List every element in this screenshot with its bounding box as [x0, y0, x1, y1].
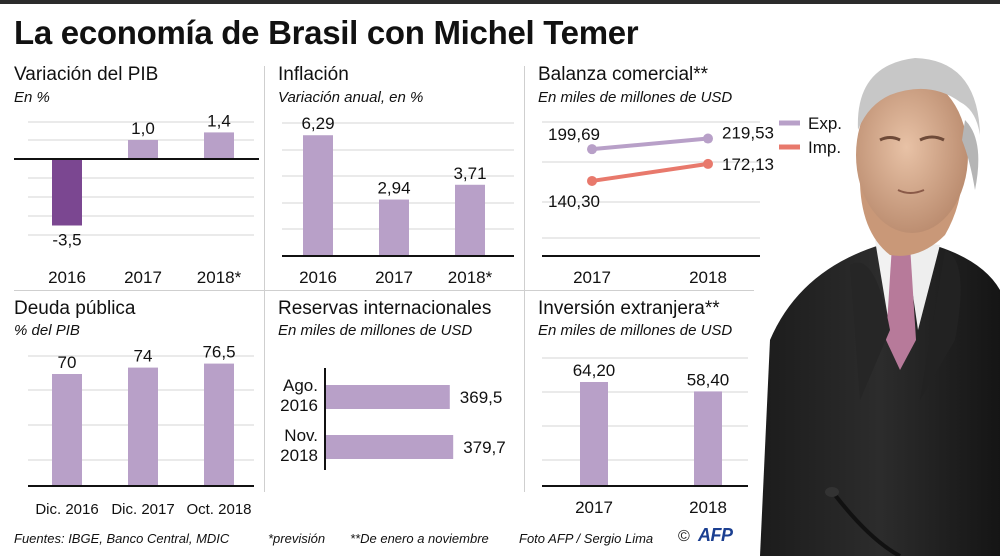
series-line-Imp.	[591, 161, 709, 183]
panel-title-inflacion: Inflación	[278, 64, 349, 85]
bar-2017	[379, 199, 409, 256]
bar-2018	[694, 391, 722, 486]
chart-pib: -3,5 2016 1,0 2017 1,4 2018*	[14, 111, 259, 287]
bar-2017	[580, 381, 608, 486]
page-title: La economía de Brasil con Michel Temer	[14, 14, 639, 51]
data-label: 1,0	[131, 119, 155, 138]
chart-reservas: 369,5 Ago.2016 379,7 Nov.2018	[280, 368, 506, 470]
category-label: Dic. 2017	[111, 501, 174, 518]
data-label: 219,53	[722, 124, 774, 143]
data-label: 3,71	[453, 164, 486, 183]
data-label: 1,4	[207, 111, 231, 130]
bar-2016	[52, 159, 82, 226]
panel-subtitle-pib: En %	[14, 89, 50, 106]
panel-subtitle-balanza: En miles de millones de USD	[538, 89, 733, 106]
category-label: 2017	[573, 268, 611, 287]
portrait-photo	[760, 58, 1000, 556]
panel-subtitle-inflacion: Variación anual, en %	[278, 89, 424, 106]
chart-balanza: 199,69 219,53 Exp. 140,30 172,13 Imp. 2017 2018	[542, 114, 842, 287]
panel-title-balanza: Balanza comercial**	[538, 64, 709, 85]
panel-subtitle-deuda: % del PIB	[14, 322, 80, 339]
point-Exp.	[587, 144, 597, 155]
point-Imp.	[703, 158, 713, 169]
data-label: 199,69	[548, 125, 600, 144]
data-label: 64,20	[573, 361, 616, 380]
data-label: 74	[134, 347, 153, 366]
bar-Dic. 2017	[128, 367, 158, 486]
afp-logo: AFP	[697, 525, 733, 545]
data-label: 76,5	[202, 343, 235, 362]
separator	[264, 66, 265, 492]
data-label: 172,13	[722, 155, 774, 174]
category-label: 2016	[48, 268, 86, 287]
panel-subtitle-reservas: En miles de millones de USD	[278, 322, 473, 339]
category-label: 2018	[280, 446, 318, 465]
series-line-Exp.	[591, 136, 709, 152]
bar-2017	[128, 140, 158, 159]
data-label: 140,30	[548, 192, 600, 211]
category-label: 2016	[299, 268, 337, 287]
category-label: Dic. 2016	[35, 501, 98, 518]
chart-inversion: 64,20 2017 58,40 2018	[542, 357, 748, 517]
category-label: 2018	[689, 498, 727, 517]
category-label: 2017	[575, 498, 613, 517]
point-Exp.	[703, 133, 713, 144]
panel-subtitle-inversion: En miles de millones de USD	[538, 322, 733, 339]
data-label: 2,94	[377, 179, 410, 198]
separator	[14, 290, 754, 291]
category-label: 2017	[124, 268, 162, 287]
data-label: 369,5	[460, 388, 503, 407]
footer-photo-credit: Foto AFP / Sergio Lima	[519, 531, 653, 546]
footer-sources: Fuentes: IBGE, Banco Central, MDIC	[14, 531, 230, 546]
bar-2016	[303, 135, 333, 256]
data-label: 58,40	[687, 370, 730, 389]
data-label: 6,29	[301, 114, 334, 133]
top-bar	[0, 0, 1000, 4]
bar-Ago. 2016	[326, 385, 450, 409]
category-label: Oct. 2018	[186, 501, 251, 518]
category-label: 2016	[280, 396, 318, 415]
footer-note-prevision: *previsión	[268, 531, 325, 546]
footer: Fuentes: IBGE, Banco Central, MDIC	[14, 531, 229, 546]
panel-title-reservas: Reservas internacionales	[278, 298, 492, 319]
data-label: 379,7	[463, 438, 506, 457]
category-label: Nov.	[284, 426, 318, 445]
bar-Oct. 2018	[204, 363, 234, 486]
data-label: -3,5	[52, 231, 81, 250]
afp-credit: © AFP	[678, 525, 733, 546]
footer-note1: *previsión	[268, 531, 326, 546]
bar-Dic. 2016	[52, 374, 82, 486]
photo-credit: Foto AFP / Sergio Lima	[519, 531, 654, 546]
copyright-symbol: ©	[678, 528, 690, 545]
separator	[524, 66, 525, 492]
footer-note2: **De enero a noviembre	[350, 531, 489, 546]
category-label: 2018*	[197, 268, 242, 287]
bar-2018*	[455, 184, 485, 256]
chart-inflacion: 6,29 2016 2,94 2017 3,71 2018*	[282, 114, 514, 287]
panel-title-pib: Variación del PIB	[14, 64, 159, 85]
category-label: 2018*	[448, 268, 493, 287]
legend-label: Imp.	[808, 138, 841, 157]
category-label: 2017	[375, 268, 413, 287]
bar-2018*	[204, 132, 234, 159]
footer-note-period: **De enero a noviembre	[350, 531, 489, 546]
data-label: 70	[58, 353, 77, 372]
panel-title-deuda: Deuda pública	[14, 298, 136, 319]
legend-label: Exp.	[808, 114, 842, 133]
category-label: Ago.	[283, 376, 318, 395]
panel-title-inversion: Inversión extranjera**	[538, 298, 720, 319]
category-label: 2018	[689, 268, 727, 287]
bar-Nov. 2018	[326, 435, 454, 459]
point-Imp.	[587, 175, 597, 186]
chart-deuda: 70 Dic. 2016 74 Dic. 2017 76,5 Oct. 2018	[28, 343, 254, 518]
